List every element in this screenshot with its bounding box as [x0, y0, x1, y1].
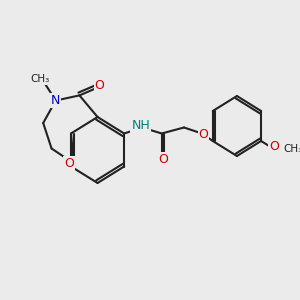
Text: O: O [269, 140, 279, 153]
Text: O: O [94, 79, 104, 92]
Text: O: O [158, 153, 168, 167]
Text: O: O [64, 157, 74, 170]
Text: N: N [51, 94, 60, 107]
Text: O: O [199, 128, 208, 142]
Text: NH: NH [131, 119, 150, 132]
Text: CH₃: CH₃ [31, 74, 50, 85]
Text: CH₃: CH₃ [283, 143, 300, 154]
